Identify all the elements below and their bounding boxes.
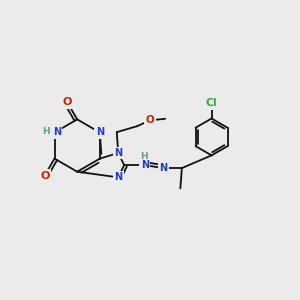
Text: O: O	[40, 171, 50, 181]
Text: Cl: Cl	[206, 98, 218, 108]
Text: H: H	[42, 128, 50, 136]
Text: N: N	[96, 128, 104, 137]
Text: O: O	[146, 115, 155, 125]
Text: N: N	[159, 163, 167, 173]
Text: H: H	[141, 152, 148, 161]
Text: O: O	[63, 98, 72, 107]
Text: N: N	[114, 148, 122, 158]
Text: N: N	[53, 128, 61, 137]
Text: N: N	[114, 172, 122, 182]
Text: N: N	[141, 160, 149, 170]
